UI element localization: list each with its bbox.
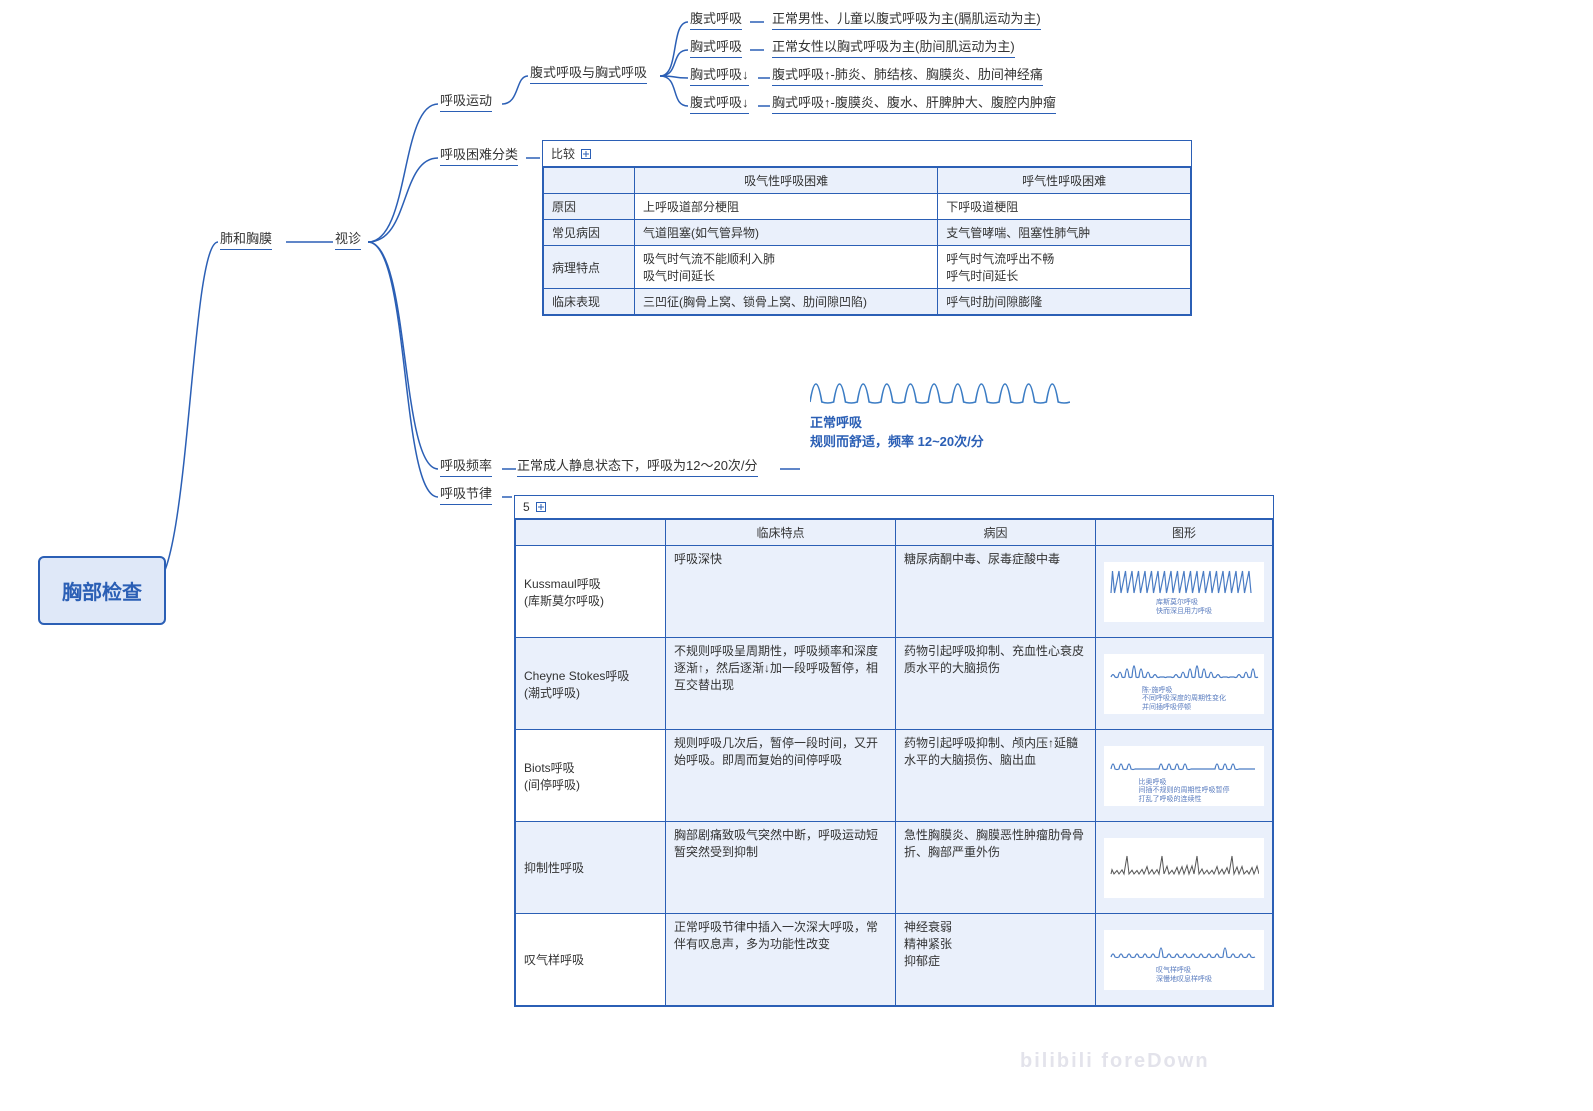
expand-icon[interactable] bbox=[581, 149, 591, 159]
table-title: 5 bbox=[523, 500, 530, 514]
wave-subtitle: 规则而舒适，频率 12~20次/分 bbox=[810, 434, 984, 449]
resp-type-name: 腹式呼吸↓ bbox=[690, 92, 749, 114]
waveform-biots: 比奥呼吸 间插不规则的周期性呼吸暂停 打乱了呼吸的连续性 bbox=[1104, 746, 1264, 806]
node-inspection: 视诊 bbox=[335, 228, 361, 250]
rhythm-table: 5 临床特点病因图形Kussmaul呼吸 (库斯莫尔呼吸)呼吸深快糖尿病酮中毒、… bbox=[514, 495, 1274, 1007]
normal-breathing-wave: 正常呼吸 规则而舒适，频率 12~20次/分 bbox=[810, 362, 1070, 450]
watermark: bilibili foreDown bbox=[1020, 1050, 1210, 1073]
resp-type-desc: 胸式呼吸↑-腹膜炎、腹水、肝脾肿大、腹腔内肿瘤 bbox=[772, 92, 1056, 114]
resp-type-name: 胸式呼吸↓ bbox=[690, 64, 749, 86]
node-resp-motion: 呼吸运动 bbox=[440, 90, 492, 112]
waveform-cheyne: 陈-施呼吸 不同呼吸深度的周期性变化 并间插呼吸停顿 bbox=[1104, 654, 1264, 714]
node-label: 呼吸节律 bbox=[440, 486, 492, 501]
compare-table: 比较 吸气性呼吸困难呼气性呼吸困难原因上呼吸道部分梗阻下呼吸道梗阻常见病因气道阻… bbox=[542, 140, 1192, 316]
node-diff-class: 呼吸困难分类 bbox=[440, 144, 518, 166]
root-node: 胸部检查 bbox=[38, 556, 166, 625]
waveform-kussmaul: 库斯莫尔呼吸 快而深且用力呼吸 bbox=[1104, 562, 1264, 622]
resp-type-desc: 腹式呼吸↑-肺炎、肺结核、胸膜炎、肋间神经痛 bbox=[772, 64, 1043, 86]
node-label: 腹式呼吸与胸式呼吸 bbox=[530, 65, 647, 80]
expand-icon[interactable] bbox=[536, 502, 546, 512]
table-title: 比较 bbox=[551, 145, 575, 162]
node-label: 肺和胸膜 bbox=[220, 231, 272, 246]
waveform-sigh: 叹气样呼吸 深慢地叹息样呼吸 bbox=[1104, 930, 1264, 990]
resp-type-name: 胸式呼吸 bbox=[690, 36, 742, 58]
waveform-suppress bbox=[1104, 838, 1264, 898]
node-label: 正常成人静息状态下，呼吸为12～20次/分 bbox=[517, 458, 758, 473]
node-resp-rhythm: 呼吸节律 bbox=[440, 483, 492, 505]
node-label: 呼吸运动 bbox=[440, 93, 492, 108]
node-resp-types: 腹式呼吸与胸式呼吸 bbox=[530, 62, 647, 84]
resp-type-desc: 正常男性、儿童以腹式呼吸为主(膈肌运动为主) bbox=[772, 8, 1041, 30]
resp-type-name: 腹式呼吸 bbox=[690, 8, 742, 30]
node-label: 呼吸困难分类 bbox=[440, 147, 518, 162]
node-lung-pleura: 肺和胸膜 bbox=[220, 228, 272, 250]
wave-title: 正常呼吸 bbox=[810, 415, 862, 430]
node-resp-rate: 呼吸频率 bbox=[440, 455, 492, 477]
node-resp-rate-detail: 正常成人静息状态下，呼吸为12～20次/分 bbox=[517, 455, 758, 477]
node-label: 视诊 bbox=[335, 231, 361, 246]
watermark-text: bilibili foreDown bbox=[1020, 1050, 1210, 1072]
root-label: 胸部检查 bbox=[62, 582, 142, 604]
node-label: 呼吸频率 bbox=[440, 458, 492, 473]
resp-type-desc: 正常女性以胸式呼吸为主(肋间肌运动为主) bbox=[772, 36, 1015, 58]
